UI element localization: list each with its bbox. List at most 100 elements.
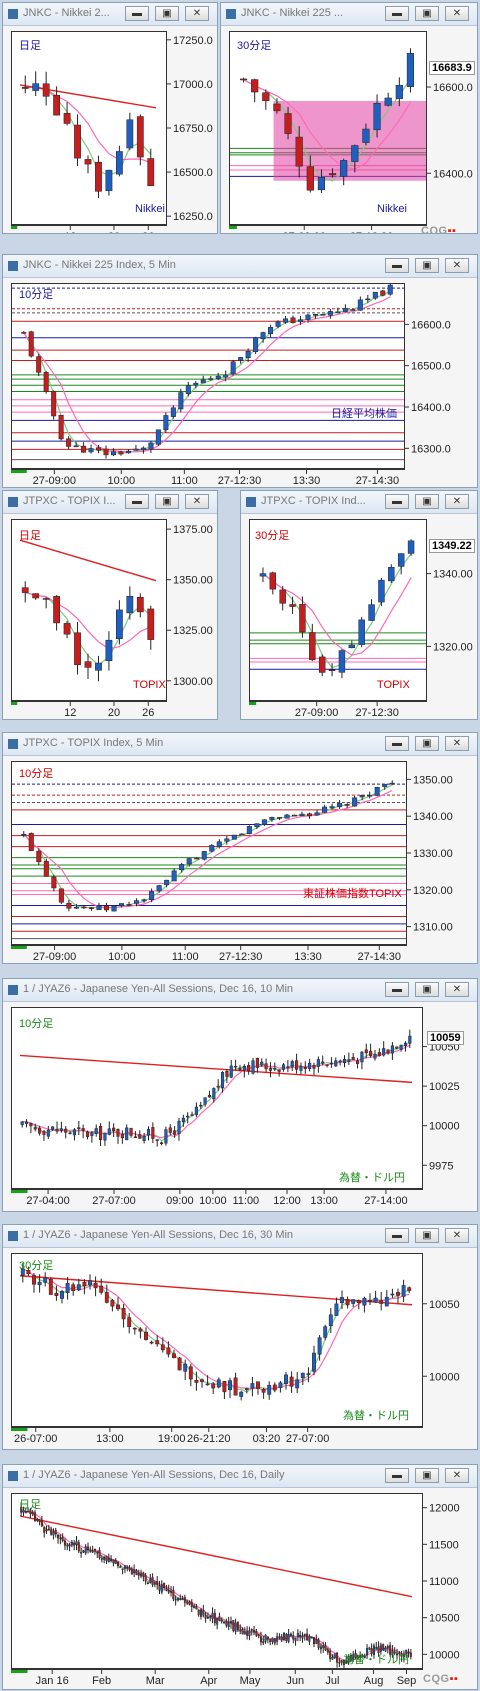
title-bar[interactable]: JNKC - Nikkei 2... ▬ ▣ ✕ <box>3 3 217 26</box>
title-bar[interactable]: JTPXC - TOPIX Index, 5 Min ▬ ▣ ✕ <box>3 733 477 756</box>
candle-body <box>51 1126 55 1130</box>
restore-button[interactable]: ▣ <box>415 494 439 509</box>
chart-window[interactable]: JTPXC - TOPIX I... ▬ ▣ ✕ 1375.00 1350.00 1… <box>2 490 218 720</box>
close-button[interactable]: ✕ <box>445 736 469 751</box>
minimize-button[interactable]: ▬ <box>125 494 149 509</box>
candle-body <box>115 151 123 175</box>
x-tick-label: 26-21:20 <box>187 1433 230 1445</box>
close-button[interactable]: ✕ <box>185 494 209 509</box>
candle-body <box>197 1609 200 1615</box>
candle-body <box>359 1655 362 1658</box>
minimize-button[interactable]: ▬ <box>385 258 409 273</box>
close-button[interactable]: ✕ <box>185 6 209 21</box>
candle-body <box>322 806 328 813</box>
candle-body <box>66 902 72 909</box>
chart-plot[interactable] <box>11 761 407 945</box>
candle-body <box>179 864 185 871</box>
candle-body <box>268 327 274 335</box>
candle-body <box>234 1065 238 1068</box>
candle-body <box>238 357 244 361</box>
candle-body <box>179 1598 182 1600</box>
chart-window[interactable]: 1 / JYAZ6 - Japanese Yen-All Sessions, D… <box>2 1224 478 1450</box>
title-bar[interactable]: JNKC - Nikkei 225 ... ▬ ▣ ✕ <box>221 3 477 26</box>
chart-plot[interactable] <box>11 31 167 225</box>
close-button[interactable]: ✕ <box>445 494 469 509</box>
close-button[interactable]: ✕ <box>445 1228 469 1243</box>
restore-button[interactable]: ▣ <box>415 6 439 21</box>
chart-plot[interactable] <box>11 1253 423 1427</box>
candle-body <box>147 608 155 640</box>
close-button[interactable]: ✕ <box>445 1468 469 1483</box>
candle-body <box>147 158 155 187</box>
minimize-button[interactable]: ▬ <box>385 982 409 997</box>
candle-body <box>239 1629 242 1632</box>
minimize-button[interactable]: ▬ <box>385 1228 409 1243</box>
candle-body <box>194 857 200 860</box>
chart-window[interactable]: 1 / JYAZ6 - Japanese Yen-All Sessions, D… <box>2 978 478 1212</box>
x-tick-label: 27-09:00 <box>283 231 326 234</box>
candle-body <box>238 1067 242 1071</box>
chart-window[interactable]: JNKC - Nikkei 2... ▬ ▣ ✕ 17250.0 17000.0 1… <box>2 2 218 234</box>
candle-body <box>266 1636 269 1640</box>
candle-body <box>68 1132 72 1135</box>
candle-body <box>188 1601 191 1605</box>
title-bar[interactable]: JNKC - Nikkei 225 Index, 5 Min ▬ ▣ ✕ <box>3 255 477 278</box>
candle-body <box>155 429 161 445</box>
minimize-button[interactable]: ▬ <box>385 6 409 21</box>
candle-body <box>32 1275 36 1285</box>
candle-body <box>289 1376 294 1387</box>
close-button[interactable]: ✕ <box>445 258 469 273</box>
restore-button[interactable]: ▣ <box>415 1228 439 1243</box>
restore-button[interactable]: ▣ <box>415 1468 439 1483</box>
chart-plot[interactable] <box>11 283 405 469</box>
restore-button[interactable]: ▣ <box>415 258 439 273</box>
title-bar[interactable]: 1 / JYAZ6 - Japanese Yen-All Sessions, D… <box>3 979 477 1002</box>
candle-body <box>190 1602 193 1607</box>
chart-plot[interactable] <box>229 31 427 225</box>
candle-body <box>277 1069 281 1072</box>
chart-plot[interactable] <box>11 519 167 701</box>
candle-body <box>216 841 222 847</box>
candle-body <box>281 1064 286 1070</box>
minimize-button[interactable]: ▬ <box>385 1468 409 1483</box>
candle-body <box>185 385 191 395</box>
last-price-label: 16683.9 <box>429 61 475 75</box>
candle-body <box>368 1300 372 1302</box>
x-tick-label: 13:00 <box>96 1433 124 1445</box>
candle-body <box>59 1128 63 1131</box>
chart-window[interactable]: JTPXC - TOPIX Index, 5 Min ▬ ▣ ✕ 1350.00… <box>2 732 478 964</box>
ma-mid-line <box>243 79 411 170</box>
candle-body <box>200 1609 203 1617</box>
chart-plot[interactable] <box>11 1493 423 1669</box>
candle-body <box>117 1561 119 1566</box>
chart-window[interactable]: JTPXC - TOPIX Ind... ▬ ▣ ✕ 1340.00 1320.0… <box>240 490 478 720</box>
chart-plot[interactable] <box>11 1007 423 1189</box>
candle-body <box>275 321 281 327</box>
restore-button[interactable]: ▣ <box>415 736 439 751</box>
title-bar[interactable]: 1 / JYAZ6 - Japanese Yen-All Sessions, D… <box>3 1225 477 1248</box>
restore-button[interactable]: ▣ <box>415 982 439 997</box>
candle-body <box>126 119 134 149</box>
title-bar[interactable]: 1 / JYAZ6 - Japanese Yen-All Sessions, D… <box>3 1465 477 1488</box>
x-tick-label: 26 <box>142 231 154 234</box>
session-marker <box>11 226 18 229</box>
minimize-button[interactable]: ▬ <box>385 736 409 751</box>
close-button[interactable]: ✕ <box>445 6 469 21</box>
minimize-button[interactable]: ▬ <box>385 494 409 509</box>
title-bar[interactable]: JTPXC - TOPIX I... ▬ ▣ ✕ <box>3 491 217 514</box>
restore-button[interactable]: ▣ <box>155 6 179 21</box>
chart-window[interactable]: JNKC - Nikkei 225 ... ▬ ▣ ✕ 16600.0 16400… <box>220 2 478 234</box>
candle-body <box>373 103 381 131</box>
candle-body <box>87 1546 90 1551</box>
chart-plot[interactable] <box>249 519 427 701</box>
minimize-button[interactable]: ▬ <box>125 6 149 21</box>
close-button[interactable]: ✕ <box>445 982 469 997</box>
watermark: Nikkei <box>135 203 165 215</box>
restore-button[interactable]: ▣ <box>155 494 179 509</box>
chart-window[interactable]: 1 / JYAZ6 - Japanese Yen-All Sessions, D… <box>2 1464 478 1690</box>
candle-body <box>215 375 221 380</box>
candle-body <box>222 1381 227 1393</box>
title-bar[interactable]: JTPXC - TOPIX Ind... ▬ ▣ ✕ <box>241 491 477 514</box>
candle-body <box>389 1645 392 1655</box>
chart-window[interactable]: JNKC - Nikkei 225 Index, 5 Min ▬ ▣ ✕ 166… <box>2 254 478 488</box>
